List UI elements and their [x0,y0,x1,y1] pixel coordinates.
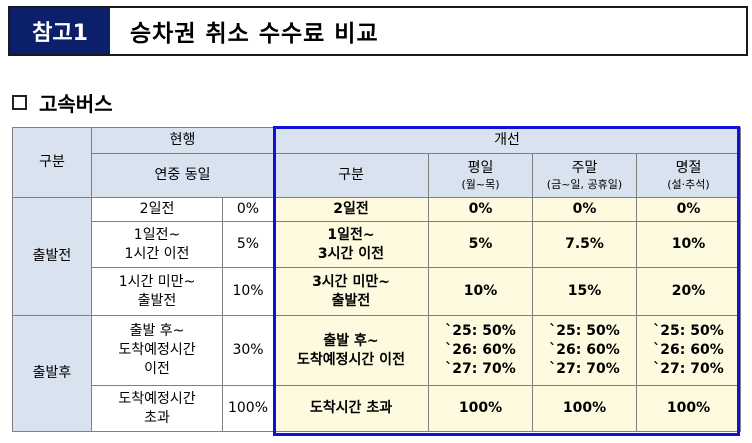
section-heading: 고속버스 [12,88,113,117]
holiday-rate: 10% [636,221,741,268]
weekend-rate: 100% [532,385,637,432]
holiday-label: 명절 [675,160,702,176]
improved-header: 개선 [273,127,741,154]
fee-comparison-table: 구분 현행 개선 연중 동일 구분 평일 (월~목) 주말 (금~일, 공휴일)… [12,127,741,432]
weekday-rate: 10% [428,267,533,316]
table-row: 출발전 2일전 0% 2일전 0% 0% 0% [12,197,741,316]
group-after-departure: 출발후 [12,315,92,432]
weekend-header: 주말 (금~일, 공휴일) [532,153,637,198]
new-period: 3시간 미만~ 출발전 [273,267,429,316]
weekend-sublabel: (금~일, 공휴일) [546,178,623,191]
weekend-rate: 15% [532,267,637,316]
weekend-rate: `25: 50% `26: 60% `27: 70% [532,315,637,386]
holiday-rate: 20% [636,267,741,316]
improved-category-header: 구분 [273,153,429,198]
title-bar: 참고1 승차권 취소 수수료 비교 [8,6,748,56]
holiday-rate: `25: 50% `26: 60% `27: 70% [636,315,741,386]
page-title: 승차권 취소 수수료 비교 [130,21,379,47]
checkbox-icon [12,95,27,110]
weekday-header: 평일 (월~목) [428,153,533,198]
weekday-label: 평일 [467,160,494,176]
group-before-departure: 출발전 [12,197,92,316]
new-period: 도착시간 초과 [273,385,429,432]
current-period: 2일전 [91,197,223,222]
holiday-sublabel: (설·추석) [667,178,710,191]
new-period: 출발 후~ 도착예정시간 이전 [273,315,429,386]
weekday-rate: 0% [428,197,533,222]
section-title: 고속버스 [39,92,113,116]
holiday-rate: 0% [636,197,741,222]
reference-tag: 참고1 [10,8,110,54]
table-row: 출발후 출발 후~ 도착예정시간 이전 30% 출발 후~ 도착예정시간 이전 … [12,315,741,432]
holiday-rate: 100% [636,385,741,432]
new-period: 2일전 [273,197,429,222]
holiday-header: 명절 (설·추석) [636,153,741,198]
weekday-rate: `25: 50% `26: 60% `27: 70% [428,315,533,386]
category-header: 구분 [12,127,92,198]
weekend-label: 주말 [571,160,598,176]
current-rate: 100% [222,385,274,432]
weekend-rate: 0% [532,197,637,222]
table-row: 도착예정시간 초과 100% 도착시간 초과 100% 100% 100% [13,385,741,432]
new-period: 1일전~ 3시간 이전 [273,221,429,268]
table-row: 1일전~ 1시간 이전 5% 1일전~ 3시간 이전 5% 7.5% 10% [13,221,741,268]
weekday-sublabel: (월~목) [461,178,500,191]
current-rate: 10% [222,267,274,316]
current-subheader: 연중 동일 [91,153,274,198]
current-header: 현행 [91,127,274,154]
current-rate: 5% [222,221,274,268]
weekend-rate: 7.5% [532,221,637,268]
current-period: 1일전~ 1시간 이전 [91,221,223,268]
current-period: 1시간 미만~ 출발전 [91,267,223,316]
table-row: 1시간 미만~ 출발전 10% 3시간 미만~ 출발전 10% 15% 20% [13,267,741,316]
current-period: 출발 후~ 도착예정시간 이전 [91,315,223,386]
current-rate: 30% [222,315,274,386]
weekday-rate: 5% [428,221,533,268]
weekday-rate: 100% [428,385,533,432]
current-rate: 0% [222,197,274,222]
current-period: 도착예정시간 초과 [91,385,223,432]
